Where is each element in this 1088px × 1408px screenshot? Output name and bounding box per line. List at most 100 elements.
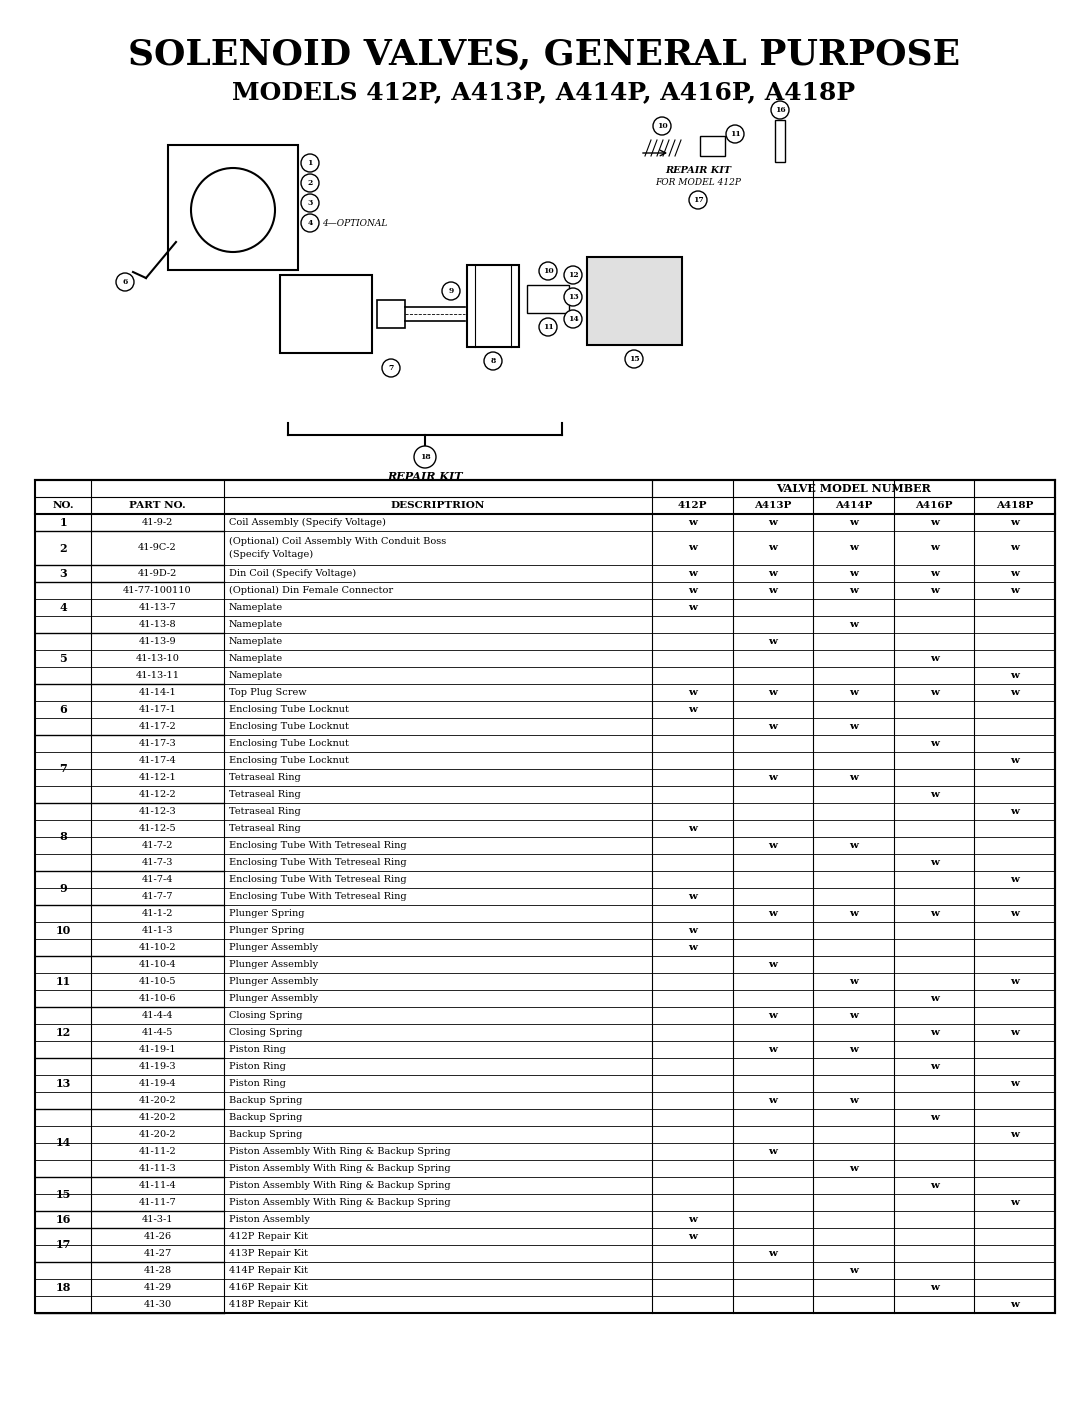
Text: MODELS 412P, A413P, A414P, A416P, A418P: MODELS 412P, A413P, A414P, A416P, A418P bbox=[233, 80, 855, 104]
Text: 41-9C-2: 41-9C-2 bbox=[138, 543, 176, 552]
Text: w: w bbox=[768, 722, 778, 731]
Text: w: w bbox=[849, 1266, 858, 1276]
Circle shape bbox=[689, 191, 707, 208]
Text: w: w bbox=[849, 586, 858, 596]
Circle shape bbox=[301, 214, 319, 232]
Text: 10: 10 bbox=[55, 925, 71, 936]
Text: 6: 6 bbox=[59, 704, 67, 715]
Text: 15: 15 bbox=[629, 355, 640, 363]
Text: Backup Spring: Backup Spring bbox=[228, 1131, 302, 1139]
Circle shape bbox=[301, 153, 319, 172]
Text: w: w bbox=[768, 1095, 778, 1105]
Text: 41-29: 41-29 bbox=[144, 1283, 172, 1293]
Text: w: w bbox=[768, 586, 778, 596]
Text: Coil Assembly (Specify Voltage): Coil Assembly (Specify Voltage) bbox=[228, 518, 385, 527]
Text: 16: 16 bbox=[55, 1214, 71, 1225]
Text: w: w bbox=[768, 1045, 778, 1055]
Text: w: w bbox=[849, 689, 858, 697]
Text: w: w bbox=[768, 689, 778, 697]
Text: Piston Assembly With Ring & Backup Spring: Piston Assembly With Ring & Backup Sprin… bbox=[228, 1164, 450, 1173]
Circle shape bbox=[301, 194, 319, 213]
Text: Enclosing Tube With Tetreseal Ring: Enclosing Tube With Tetreseal Ring bbox=[228, 893, 406, 901]
Text: 41-10-2: 41-10-2 bbox=[138, 943, 176, 952]
Text: w: w bbox=[688, 603, 696, 612]
Text: w: w bbox=[929, 857, 939, 867]
Text: 41-11-3: 41-11-3 bbox=[138, 1164, 176, 1173]
Text: w: w bbox=[768, 910, 778, 918]
Text: 41-19-3: 41-19-3 bbox=[138, 1062, 176, 1071]
Text: FOR MODEL 412P: FOR MODEL 412P bbox=[655, 177, 741, 187]
Text: w: w bbox=[849, 977, 858, 986]
Text: 3: 3 bbox=[59, 567, 67, 579]
Text: w: w bbox=[688, 518, 696, 527]
Text: w: w bbox=[929, 994, 939, 1002]
Text: w: w bbox=[849, 620, 858, 629]
Text: w: w bbox=[929, 739, 939, 748]
Circle shape bbox=[564, 289, 582, 306]
Text: 418P Repair Kit: 418P Repair Kit bbox=[228, 1300, 308, 1309]
Text: Piston Assembly With Ring & Backup Spring: Piston Assembly With Ring & Backup Sprin… bbox=[228, 1181, 450, 1190]
Text: 412P: 412P bbox=[678, 501, 707, 510]
Text: w: w bbox=[768, 960, 778, 969]
Text: w: w bbox=[1011, 807, 1019, 817]
Text: w: w bbox=[768, 1249, 778, 1257]
Text: w: w bbox=[929, 653, 939, 663]
Text: (Specify Voltage): (Specify Voltage) bbox=[228, 549, 313, 559]
Text: Nameplate: Nameplate bbox=[228, 603, 283, 612]
Text: Piston Ring: Piston Ring bbox=[228, 1062, 285, 1071]
Text: 41-27: 41-27 bbox=[144, 1249, 172, 1257]
Text: 13: 13 bbox=[568, 293, 579, 301]
Text: 41-7-2: 41-7-2 bbox=[141, 841, 173, 850]
Text: 41-9D-2: 41-9D-2 bbox=[138, 569, 177, 579]
Text: 11: 11 bbox=[55, 976, 71, 987]
Text: A416P: A416P bbox=[915, 501, 953, 510]
Text: w: w bbox=[688, 824, 696, 834]
Circle shape bbox=[625, 351, 643, 367]
Text: 3: 3 bbox=[307, 199, 312, 207]
Text: 41-28: 41-28 bbox=[144, 1266, 172, 1276]
Text: w: w bbox=[929, 1283, 939, 1293]
Text: PART NO.: PART NO. bbox=[129, 501, 186, 510]
Text: 41-12-1: 41-12-1 bbox=[138, 773, 176, 781]
Text: (Optional) Din Female Connector: (Optional) Din Female Connector bbox=[228, 586, 393, 596]
Text: w: w bbox=[849, 518, 858, 527]
Text: Nameplate: Nameplate bbox=[228, 653, 283, 663]
Text: 41-10-5: 41-10-5 bbox=[138, 977, 176, 986]
Text: Enclosing Tube With Tetreseal Ring: Enclosing Tube With Tetreseal Ring bbox=[228, 857, 406, 867]
Text: 2: 2 bbox=[308, 179, 312, 187]
Circle shape bbox=[564, 310, 582, 328]
Text: 41-19-1: 41-19-1 bbox=[138, 1045, 176, 1055]
Text: 41-1-3: 41-1-3 bbox=[141, 926, 173, 935]
Text: w: w bbox=[1011, 518, 1019, 527]
Text: Enclosing Tube Locknut: Enclosing Tube Locknut bbox=[228, 756, 348, 765]
Text: 412P Repair Kit: 412P Repair Kit bbox=[228, 1232, 308, 1240]
Text: w: w bbox=[1011, 586, 1019, 596]
Text: Enclosing Tube Locknut: Enclosing Tube Locknut bbox=[228, 722, 348, 731]
Text: REPAIR KIT: REPAIR KIT bbox=[387, 472, 462, 482]
Text: 12: 12 bbox=[55, 1026, 71, 1038]
Text: Closing Spring: Closing Spring bbox=[228, 1028, 302, 1038]
Bar bbox=[168, 145, 298, 270]
Text: 7: 7 bbox=[388, 365, 394, 372]
Text: w: w bbox=[1011, 756, 1019, 765]
Text: Nameplate: Nameplate bbox=[228, 672, 283, 680]
Text: w: w bbox=[688, 1232, 696, 1240]
Text: A413P: A413P bbox=[754, 501, 792, 510]
Text: Piston Assembly: Piston Assembly bbox=[228, 1215, 310, 1224]
Text: Plunger Assembly: Plunger Assembly bbox=[228, 960, 318, 969]
Text: 41-17-2: 41-17-2 bbox=[138, 722, 176, 731]
Text: 41-13-9: 41-13-9 bbox=[138, 636, 176, 646]
Text: w: w bbox=[849, 910, 858, 918]
Text: Tetraseal Ring: Tetraseal Ring bbox=[228, 790, 300, 798]
Text: Tetraseal Ring: Tetraseal Ring bbox=[228, 824, 300, 834]
Text: 16: 16 bbox=[775, 106, 786, 114]
Text: w: w bbox=[1011, 874, 1019, 884]
Text: 41-77-100110: 41-77-100110 bbox=[123, 586, 191, 596]
Text: 41-20-2: 41-20-2 bbox=[138, 1131, 176, 1139]
Text: 6: 6 bbox=[122, 277, 127, 286]
Text: 18: 18 bbox=[55, 1283, 71, 1293]
Text: w: w bbox=[768, 636, 778, 646]
Text: w: w bbox=[929, 689, 939, 697]
Text: Piston Ring: Piston Ring bbox=[228, 1079, 285, 1088]
Text: 7: 7 bbox=[59, 763, 67, 774]
